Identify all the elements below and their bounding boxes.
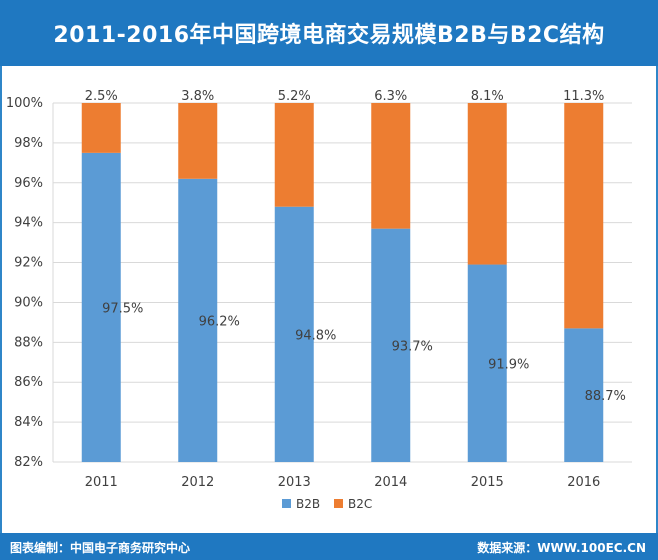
y-tick-label: 98% [14, 136, 43, 151]
bar-b2b [564, 328, 604, 462]
bar-b2c [564, 103, 604, 329]
x-tick-label: 2014 [374, 475, 407, 490]
footer-compiler: 图表编制：中国电子商务研究中心 [10, 541, 191, 555]
title-bar: 2011-2016年中国跨境电商交易规模B2B与B2C结构 [0, 0, 658, 66]
legend-swatch-b2c [334, 499, 343, 508]
x-tick-label: 2015 [471, 475, 504, 490]
y-tick-label: 94% [14, 216, 43, 231]
legend-swatch-b2b [282, 499, 291, 508]
data-label-b2c: 11.3% [563, 89, 604, 104]
y-tick-label: 90% [14, 295, 43, 310]
stacked-bar-chart: 82% 84% 86% 88% 90% 92% 94% 96% 98% 100% 97.5% 2.5%… [6, 89, 632, 511]
footer-bar: 图表编制：中国电子商务研究中心 数据来源：WWW.100EC.CN [0, 533, 658, 560]
bar-b2b [467, 264, 507, 462]
data-label-b2c: 5.2% [278, 89, 311, 104]
data-label-b2c: 6.3% [374, 89, 407, 104]
y-tick-label: 96% [14, 176, 43, 191]
data-label-b2c: 3.8% [181, 89, 214, 104]
bar-b2c [274, 103, 314, 207]
y-tick-label: 88% [14, 335, 43, 350]
bar-b2b [371, 228, 411, 462]
bar-b2c [467, 103, 507, 265]
x-tick-label: 2013 [278, 475, 311, 490]
y-tick-label: 84% [14, 415, 43, 430]
data-label-b2b: 94.8% [295, 328, 336, 343]
legend-label-b2b: B2B [296, 497, 320, 511]
y-tick-label: 82% [14, 455, 43, 470]
data-label-b2b: 96.2% [199, 314, 240, 329]
data-label-b2b: 93.7% [392, 339, 433, 354]
data-label-b2c: 2.5% [85, 89, 118, 104]
bar-b2b [178, 178, 218, 462]
x-tick-label: 2011 [85, 475, 118, 490]
data-label-b2b: 97.5% [102, 301, 143, 316]
data-label-b2b: 88.7% [585, 389, 626, 404]
bar-b2c [178, 103, 218, 179]
footer-source: 数据来源：WWW.100EC.CN [477, 541, 646, 555]
y-tick-label: 92% [14, 256, 43, 271]
legend-label-b2c: B2C [348, 497, 372, 511]
bar-b2b [274, 206, 314, 462]
y-tick-label: 100% [6, 96, 43, 111]
x-tick-label: 2012 [181, 475, 214, 490]
bar-b2c [81, 103, 121, 153]
data-label-b2b: 91.9% [488, 357, 529, 372]
chart-title: 2011-2016年中国跨境电商交易规模B2B与B2C结构 [53, 23, 605, 48]
bar-b2c [371, 103, 411, 229]
x-tick-label: 2016 [567, 475, 600, 490]
bar-b2b [81, 152, 121, 462]
y-tick-label: 86% [14, 375, 43, 390]
data-label-b2c: 8.1% [471, 89, 504, 104]
